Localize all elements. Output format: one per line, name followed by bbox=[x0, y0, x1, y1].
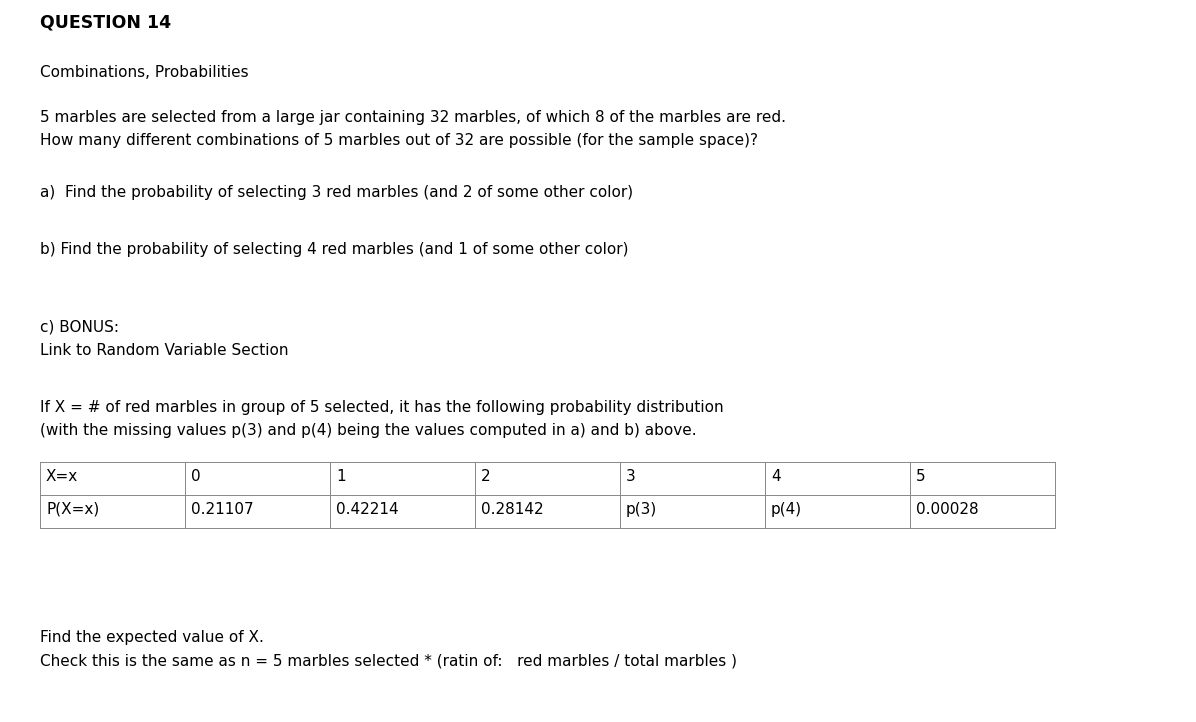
Text: p(4): p(4) bbox=[771, 502, 803, 517]
Text: p(3): p(3) bbox=[626, 502, 658, 517]
Text: 5 marbles are selected from a large jar containing 32 marbles, of which 8 of the: 5 marbles are selected from a large jar … bbox=[39, 110, 786, 125]
Text: Combinations, Probabilities: Combinations, Probabilities bbox=[39, 65, 249, 80]
Text: a)  Find the probability of selecting 3 red marbles (and 2 of some other color): a) Find the probability of selecting 3 r… bbox=[39, 185, 633, 200]
Text: If X = # of red marbles in group of 5 selected, it has the following probability: If X = # of red marbles in group of 5 se… bbox=[39, 400, 724, 415]
Text: c) BONUS:: c) BONUS: bbox=[39, 320, 118, 335]
Text: 0.00028: 0.00028 bbox=[916, 502, 978, 517]
Text: b) Find the probability of selecting 4 red marbles (and 1 of some other color): b) Find the probability of selecting 4 r… bbox=[39, 242, 629, 257]
Text: 2: 2 bbox=[481, 469, 490, 484]
Text: 0.42214: 0.42214 bbox=[336, 502, 398, 517]
Text: Find the expected value of X.: Find the expected value of X. bbox=[39, 630, 264, 645]
Text: 5: 5 bbox=[916, 469, 926, 484]
Text: 3: 3 bbox=[626, 469, 636, 484]
Text: QUESTION 14: QUESTION 14 bbox=[39, 14, 171, 32]
Text: 0.28142: 0.28142 bbox=[481, 502, 544, 517]
Text: 4: 4 bbox=[771, 469, 781, 484]
Text: How many different combinations of 5 marbles out of 32 are possible (for the sam: How many different combinations of 5 mar… bbox=[39, 133, 758, 148]
Text: P(X=x): P(X=x) bbox=[45, 502, 99, 517]
Text: X=x: X=x bbox=[45, 469, 78, 484]
Text: 1: 1 bbox=[336, 469, 346, 484]
Text: (with the missing values p(3) and p(4) being the values computed in a) and b) ab: (with the missing values p(3) and p(4) b… bbox=[39, 423, 696, 438]
Text: 0: 0 bbox=[191, 469, 201, 484]
Text: 0.21107: 0.21107 bbox=[191, 502, 254, 517]
Text: Check this is the same as n = 5 marbles selected * (ratin of:   red marbles / to: Check this is the same as n = 5 marbles … bbox=[39, 653, 737, 668]
Text: Link to Random Variable Section: Link to Random Variable Section bbox=[39, 343, 288, 358]
